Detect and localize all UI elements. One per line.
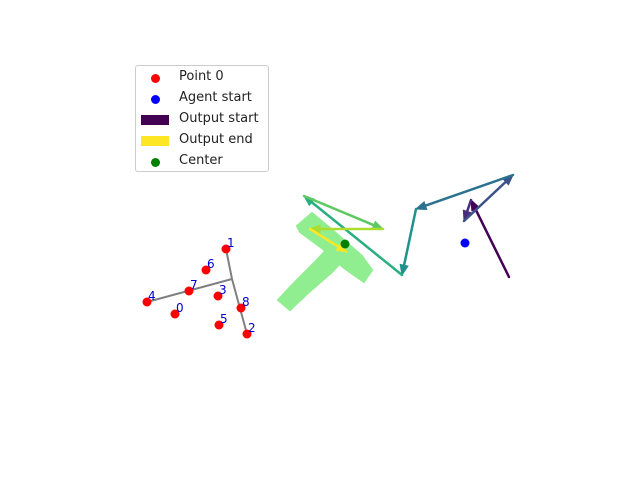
point-label-5: 5 xyxy=(220,312,228,326)
point-2 xyxy=(242,329,252,339)
legend-marker xyxy=(151,74,160,83)
legend-marker xyxy=(141,136,169,146)
legend-marker xyxy=(151,158,160,167)
legend-label: Output start xyxy=(179,111,259,126)
trajectory-arrowhead xyxy=(399,263,409,277)
point-0 xyxy=(170,309,180,319)
trajectory-arrow-4 xyxy=(399,207,418,277)
point-label-7: 7 xyxy=(190,278,198,292)
legend-item-agent-start: Agent start xyxy=(136,89,270,110)
point-label-0: 0 xyxy=(176,301,184,315)
point-label-4: 4 xyxy=(148,289,156,303)
skeleton-line-0 xyxy=(225,248,233,280)
point-label-2: 2 xyxy=(248,321,256,335)
legend-item-point0: Point 0 xyxy=(136,68,270,89)
trajectory-segment xyxy=(308,227,342,250)
legend: Point 0 Agent start Output start Output … xyxy=(135,65,269,172)
legend-label: Agent start xyxy=(179,90,252,105)
legend-marker xyxy=(151,95,160,104)
legend-item-output-start: Output start xyxy=(136,110,270,131)
shape-part-1 xyxy=(276,244,347,312)
trajectory-segment xyxy=(473,205,511,279)
trajectory-segment xyxy=(422,173,515,208)
point-3 xyxy=(213,291,223,301)
trajectory-segment xyxy=(302,194,377,228)
legend-label: Output end xyxy=(179,132,253,147)
point-label-6: 6 xyxy=(207,257,215,271)
trajectory-arrowhead xyxy=(414,201,428,210)
point-1 xyxy=(221,244,231,254)
point-7 xyxy=(184,286,194,296)
point-label-8: 8 xyxy=(242,295,250,309)
target-shape xyxy=(276,211,374,312)
point-label-3: 3 xyxy=(219,283,227,297)
point-label-1: 1 xyxy=(227,236,235,250)
trajectory-arrow-3 xyxy=(414,173,515,210)
legend-label: Center xyxy=(179,153,223,168)
center-marker xyxy=(340,239,350,249)
trajectory-segment xyxy=(308,199,404,277)
trajectory xyxy=(302,173,515,279)
trajectory-arrow-2 xyxy=(462,174,514,223)
agent-start-marker xyxy=(460,238,470,248)
legend-item-output-end: Output end xyxy=(136,131,270,152)
special-markers xyxy=(340,238,470,249)
trajectory-segment xyxy=(462,179,509,223)
point-6 xyxy=(201,265,211,275)
legend-label: Point 0 xyxy=(179,69,224,84)
keypoints: 0 1 2 3 4 5 67 8 xyxy=(142,236,256,339)
point-8 xyxy=(236,303,246,313)
trajectory-arrow-0 xyxy=(470,198,511,279)
legend-item-center: Center xyxy=(136,152,270,173)
trajectory-segment xyxy=(402,207,418,269)
point-4 xyxy=(142,297,152,307)
point-5 xyxy=(214,320,224,330)
legend-marker xyxy=(141,115,169,125)
